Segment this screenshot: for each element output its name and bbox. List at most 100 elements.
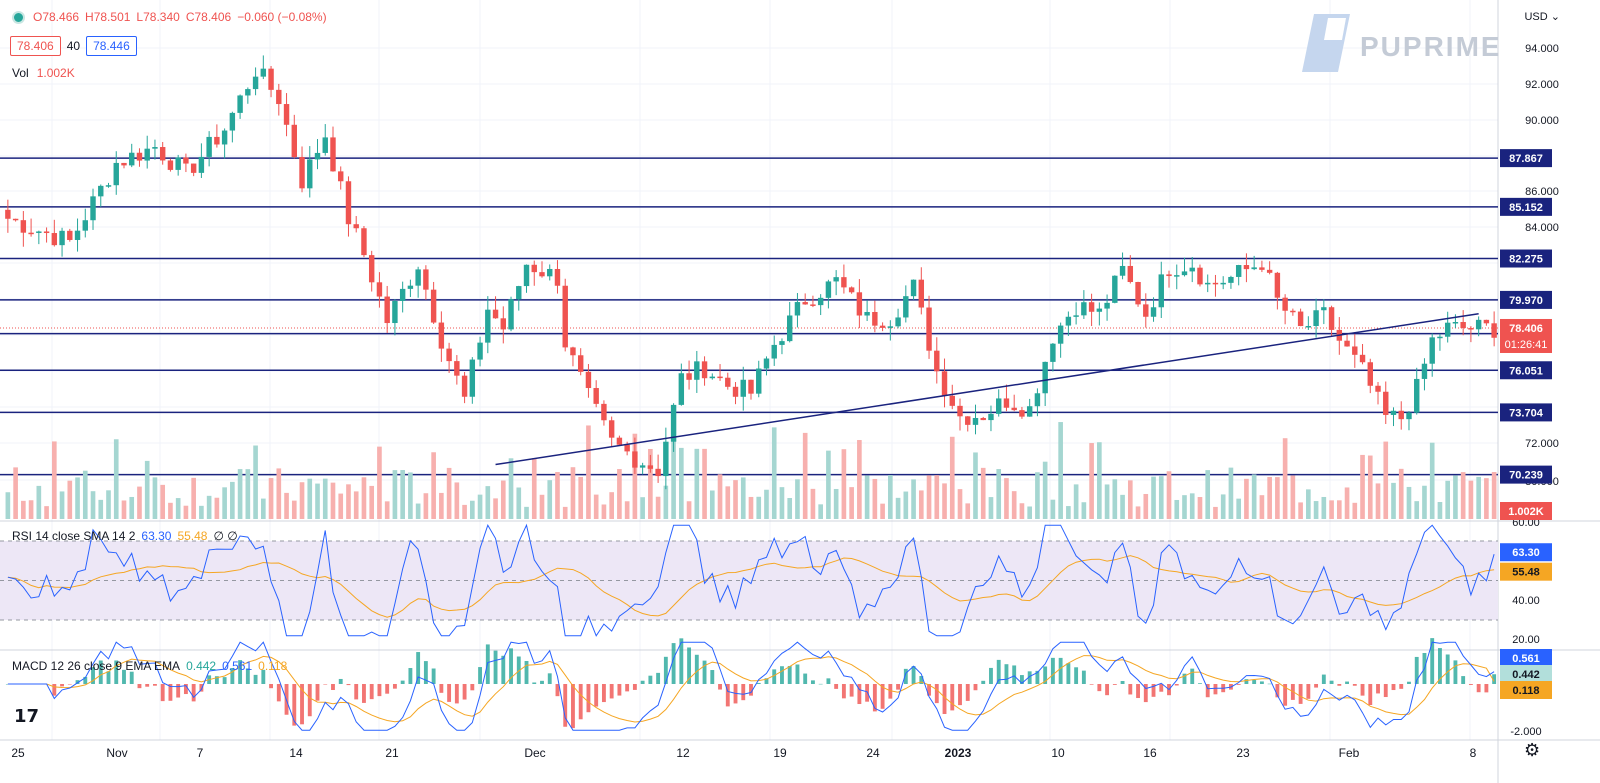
candle-body [469,359,476,397]
tradingview-logo-icon[interactable]: 17 [14,706,40,727]
candle-body [353,224,359,229]
macd-histogram-bar [609,684,614,699]
candle-body [1328,307,1335,330]
volume-bar [1127,480,1133,519]
candle-body [167,160,174,170]
candle-body [965,416,971,425]
level-price-label: 73.704 [1509,407,1544,419]
macd-histogram-bar [927,684,931,696]
candle-body [1003,398,1010,408]
macd-histogram-bar [896,684,901,690]
candle-body [1352,346,1358,355]
candle-body [1174,275,1180,277]
currency-selector[interactable]: USD ⌄ [1524,11,1560,23]
macd-histogram-bar [795,664,800,684]
volume-bar [942,483,947,519]
candle-body [794,302,801,316]
macd-value-label: 0.561 [1512,653,1540,665]
macd-histogram-bar [1050,657,1055,684]
candle-body [647,465,654,469]
macd-histogram-bar [129,671,134,684]
volume-bar [965,503,971,519]
volume-bar [1313,501,1319,519]
volume-bar [1282,438,1288,519]
rsi-tick-label: 40.00 [1512,595,1540,607]
volume-bar [570,467,576,519]
trendline[interactable] [495,312,1479,466]
macd-histogram-bar [83,676,88,684]
volume-bar [284,492,289,519]
candle-body [1228,276,1234,283]
volume-bar [454,482,460,519]
macd-histogram-bar [400,680,405,684]
gear-icon[interactable]: ⚙ [1524,740,1541,760]
macd-histogram-bar [555,684,560,697]
macd-histogram-bar [183,684,188,695]
macd-histogram-bar [1337,684,1342,686]
volume-bar [346,484,351,519]
time-axis[interactable]: 25 Nov 7 14 21 Dec 12 19 24 2023 10 16 23 Feb 8 [11,746,1476,760]
candle-body [841,277,847,288]
volume-bar [121,500,127,519]
candle-body [384,296,390,324]
macd-histogram-bar [1275,684,1280,698]
volume-bar [431,452,436,519]
macd-title: MACD 12 26 close 9 EMA EMA [12,659,181,673]
volume-bar [1236,498,1242,519]
volume-bar [1089,443,1094,519]
candle-body [1491,323,1497,338]
candle-body [1050,343,1056,362]
volume-bar [539,494,545,519]
candle-body [338,171,344,182]
rsi-legend[interactable]: RSI 14 close SMA 14 2 63.30 55.48 ∅ ∅ [12,529,238,543]
current-price-label: 78.406 [1509,323,1543,335]
candle-body [934,350,940,372]
candle-body [577,355,584,372]
buy-button[interactable]: 78.446 [86,36,137,56]
volume-bar [1298,502,1303,519]
volume-bar [206,495,212,519]
volume-bar [199,505,204,519]
macd-tick-label: -2.000 [1510,726,1541,738]
price-axis[interactable]: 94.00092.00090.00086.00084.00072.00080.0… [1500,43,1559,699]
candles [5,55,1497,490]
volume-bar [725,486,731,519]
candle-body [129,152,135,166]
market-status-icon [12,10,25,24]
macd-histogram-bar [470,684,475,691]
level-price-label-bg [1500,361,1552,380]
macd-histogram-bar [571,684,575,729]
macd-histogram-bar [601,684,606,703]
macd-legend[interactable]: MACD 12 26 close 9 EMA EMA 0.442 0.561 0.11… [12,659,287,673]
trendline-segment [495,312,1479,466]
volume-bar [1019,503,1025,519]
macd-pane: -2.000 [5,638,1542,738]
volume-bar [13,467,18,519]
volume-bar [1275,477,1280,519]
volume-bar [632,433,638,519]
candle-body [670,404,677,442]
macd-histogram-bar [1097,684,1102,692]
current-price-bg [1500,318,1552,353]
volume-bar [268,478,274,519]
macd-histogram-bar [1368,684,1373,706]
sell-button[interactable]: 78.406 [10,36,61,56]
volume-bar [748,496,754,519]
candle-body [1468,328,1474,330]
macd-histogram-bar [1445,654,1450,684]
macd-histogram-bar [423,661,428,684]
macd-histogram-bar [996,659,1001,684]
macd-histogram-bar [772,669,777,684]
macd-histogram-bar [1190,668,1195,684]
macd-histogram-bar [145,684,150,687]
macd-histogram-bar [1066,663,1071,684]
macd-histogram-bar [632,684,637,690]
candle-body [59,230,65,246]
volume-bar [709,490,715,519]
time-tick-label: 8 [1470,746,1477,760]
level-price-label-bg [1500,249,1552,268]
candle-body [1266,269,1273,273]
volume-label: Vol [12,66,29,80]
volume-bar [810,488,816,519]
